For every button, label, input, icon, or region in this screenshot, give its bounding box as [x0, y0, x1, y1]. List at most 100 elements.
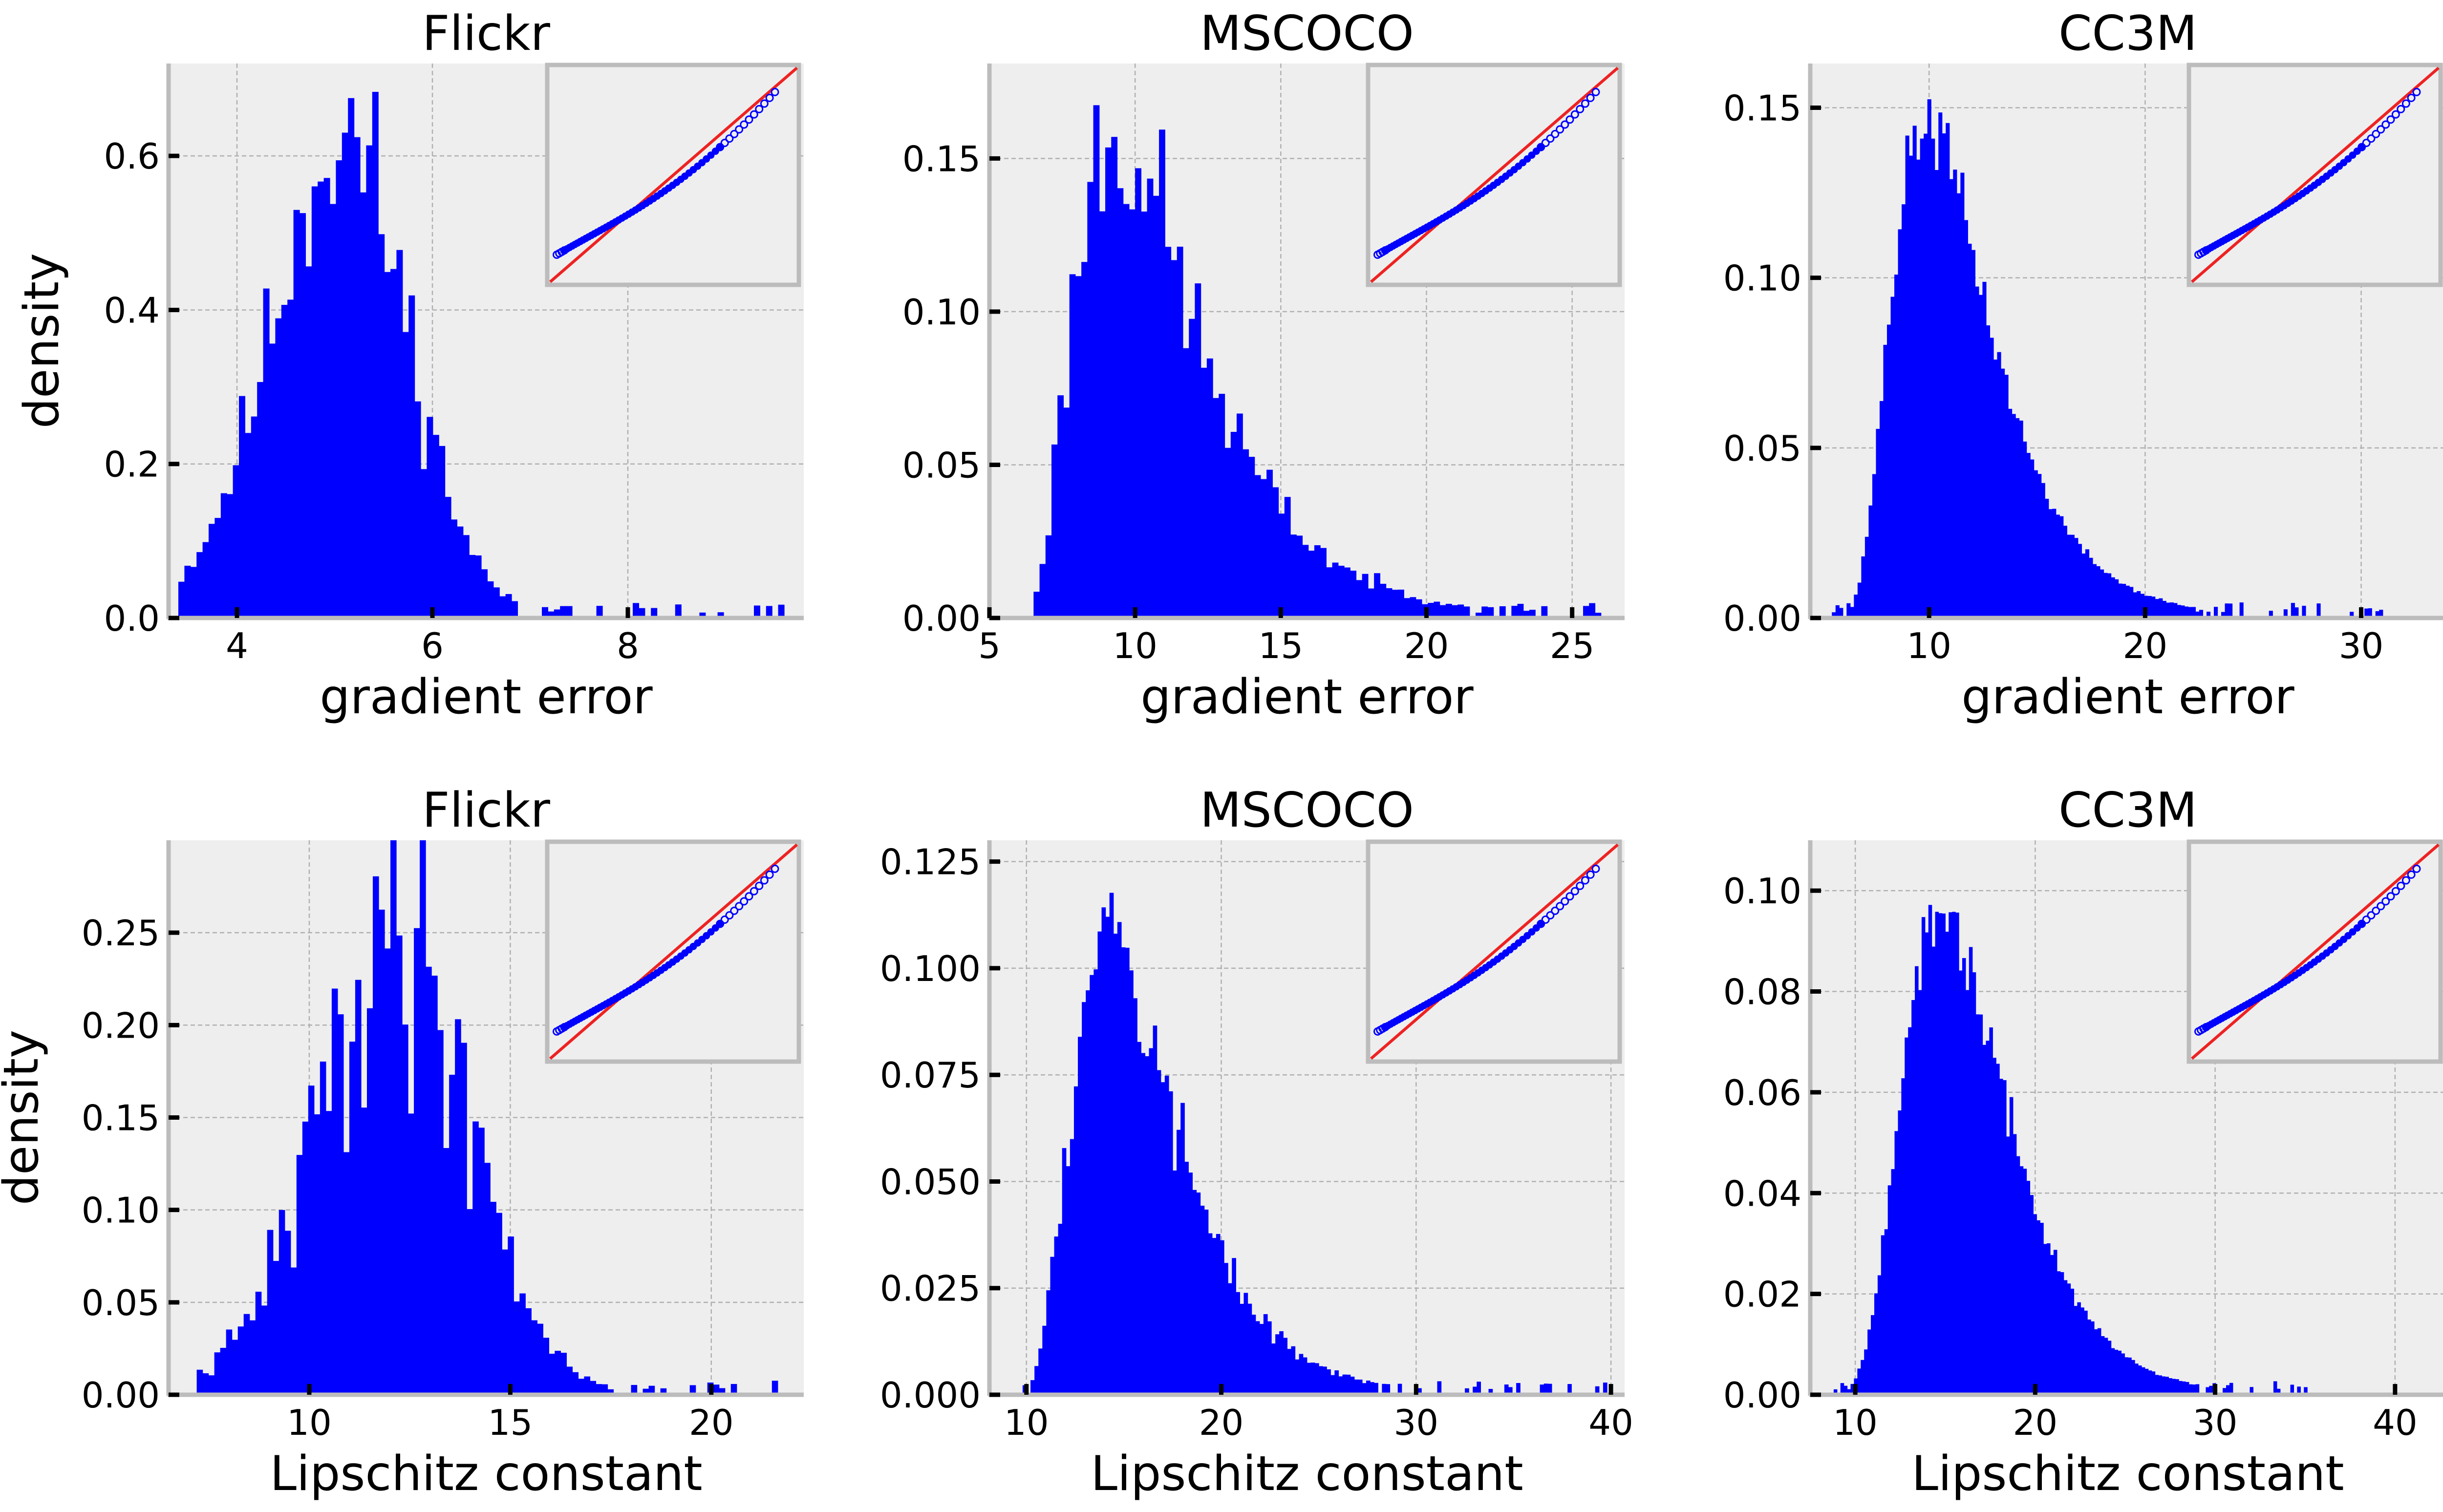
histogram-bar — [2019, 420, 2023, 618]
histogram-bar — [2125, 585, 2130, 618]
x-tick-label: 6 — [421, 625, 444, 666]
histogram-bar — [1854, 595, 1858, 618]
histogram-bar — [633, 603, 639, 618]
histogram-bar — [2269, 611, 2273, 618]
histogram-bars — [1833, 905, 2308, 1395]
histogram-bar — [1959, 970, 1963, 1395]
histogram-bar — [237, 1326, 244, 1395]
histogram-bar — [1081, 262, 1088, 618]
histogram-bar — [2169, 602, 2174, 618]
histogram-bar — [243, 1314, 250, 1395]
histogram-bar — [542, 607, 548, 618]
histogram-bar — [1911, 1000, 1915, 1395]
histogram-bar — [1164, 1075, 1169, 1395]
histogram-bar — [2067, 1283, 2071, 1395]
histogram-bar — [1350, 571, 1357, 618]
histogram-bar — [263, 288, 270, 618]
qq-point — [740, 120, 749, 129]
histogram-bar — [1428, 603, 1435, 618]
qq-point — [1523, 155, 1531, 163]
qq-point — [1523, 932, 1531, 939]
y-tick-label: 0.000 — [880, 1375, 981, 1416]
histogram-bar — [1392, 590, 1398, 618]
histogram-bar — [2077, 1302, 2081, 1395]
y-tick-label: 0.00 — [1723, 1375, 1801, 1416]
histogram-bar — [2085, 549, 2090, 618]
histogram-bar — [2151, 1371, 2156, 1395]
histogram-bar — [2115, 579, 2119, 618]
qq-point — [720, 916, 729, 924]
histogram-bar — [2074, 538, 2079, 618]
histogram-bar — [2177, 605, 2181, 618]
histogram-bar — [2006, 1136, 2010, 1395]
qq-point — [2344, 155, 2352, 163]
qq-point — [735, 125, 744, 134]
qq-point — [1581, 99, 1589, 108]
histogram-bar — [1999, 1079, 2003, 1395]
histogram-bar — [1924, 133, 1928, 618]
histogram-bar — [2129, 587, 2134, 618]
y-tick-label: 0.00 — [1723, 598, 1801, 639]
chart-title: Flickr — [422, 6, 550, 62]
histogram-bar — [1097, 931, 1102, 1395]
histogram-bar — [1362, 1383, 1367, 1395]
histogram-bar — [2162, 600, 2166, 618]
histogram-bar — [1243, 449, 1249, 618]
qq-point — [1565, 115, 1574, 124]
histogram-bar — [2114, 1349, 2119, 1395]
histogram-bar — [451, 519, 457, 618]
histogram-bar — [514, 1301, 520, 1395]
histogram-bar — [1271, 1343, 1276, 1395]
histogram-bar — [2030, 1195, 2034, 1395]
histogram-bar — [1898, 1110, 1902, 1395]
histogram-bar — [1452, 605, 1458, 618]
histogram-bar — [2213, 607, 2218, 618]
histogram-bar — [2175, 1379, 2179, 1395]
histogram-bar — [1968, 243, 1972, 618]
qq-reference-line — [549, 843, 798, 1060]
histogram-bar — [2151, 596, 2156, 618]
histogram-bar — [196, 1369, 203, 1395]
histogram-bar — [1975, 286, 1979, 618]
histogram-bar — [437, 1030, 444, 1395]
qq-point — [2381, 897, 2390, 906]
histogram-bar — [1295, 1359, 1300, 1395]
qq-point — [725, 134, 734, 143]
histogram-bar — [1975, 1014, 1980, 1395]
histogram-bar — [1511, 606, 1518, 618]
y-axis-label: density — [14, 253, 70, 428]
qq-point — [730, 129, 739, 138]
histogram-bar — [1960, 172, 1965, 618]
y-tick-label: 0.10 — [82, 1190, 160, 1231]
histogram-bar — [2173, 603, 2178, 618]
histogram-bar — [1147, 178, 1154, 618]
histogram-bar — [2078, 544, 2082, 618]
histogram-bar — [311, 186, 318, 618]
qq-reference-line — [2191, 843, 2440, 1060]
histogram-bar — [1374, 573, 1380, 618]
histogram-bar — [1884, 1229, 1888, 1395]
histogram-bar — [1254, 475, 1261, 618]
histogram-bar — [1168, 1091, 1173, 1395]
qq-points — [2194, 87, 2421, 259]
histogram-bar — [1439, 605, 1446, 618]
histogram-bar — [1879, 401, 1884, 618]
qq-point — [2362, 916, 2371, 924]
qq-plot-inset — [1366, 839, 1622, 1064]
qq-point — [1541, 916, 1550, 924]
histogram-bar — [2003, 1080, 2007, 1395]
histogram-bar — [1380, 583, 1387, 618]
histogram-bar — [2184, 606, 2188, 618]
x-tick-label: 30 — [1394, 1402, 1439, 1443]
qq-plot-inset — [2186, 839, 2443, 1064]
histogram-bar — [1141, 212, 1148, 618]
histogram-bar — [445, 497, 451, 618]
y-tick-label: 0.02 — [1723, 1274, 1801, 1315]
qq-point — [765, 870, 774, 879]
histogram-bar — [1488, 1389, 1493, 1395]
qq-point — [2401, 99, 2410, 108]
histogram-bar — [1386, 1384, 1391, 1395]
y-tick-label: 0.15 — [902, 138, 981, 179]
histogram-bar — [1864, 1349, 1868, 1395]
histogram-bar — [469, 554, 476, 618]
